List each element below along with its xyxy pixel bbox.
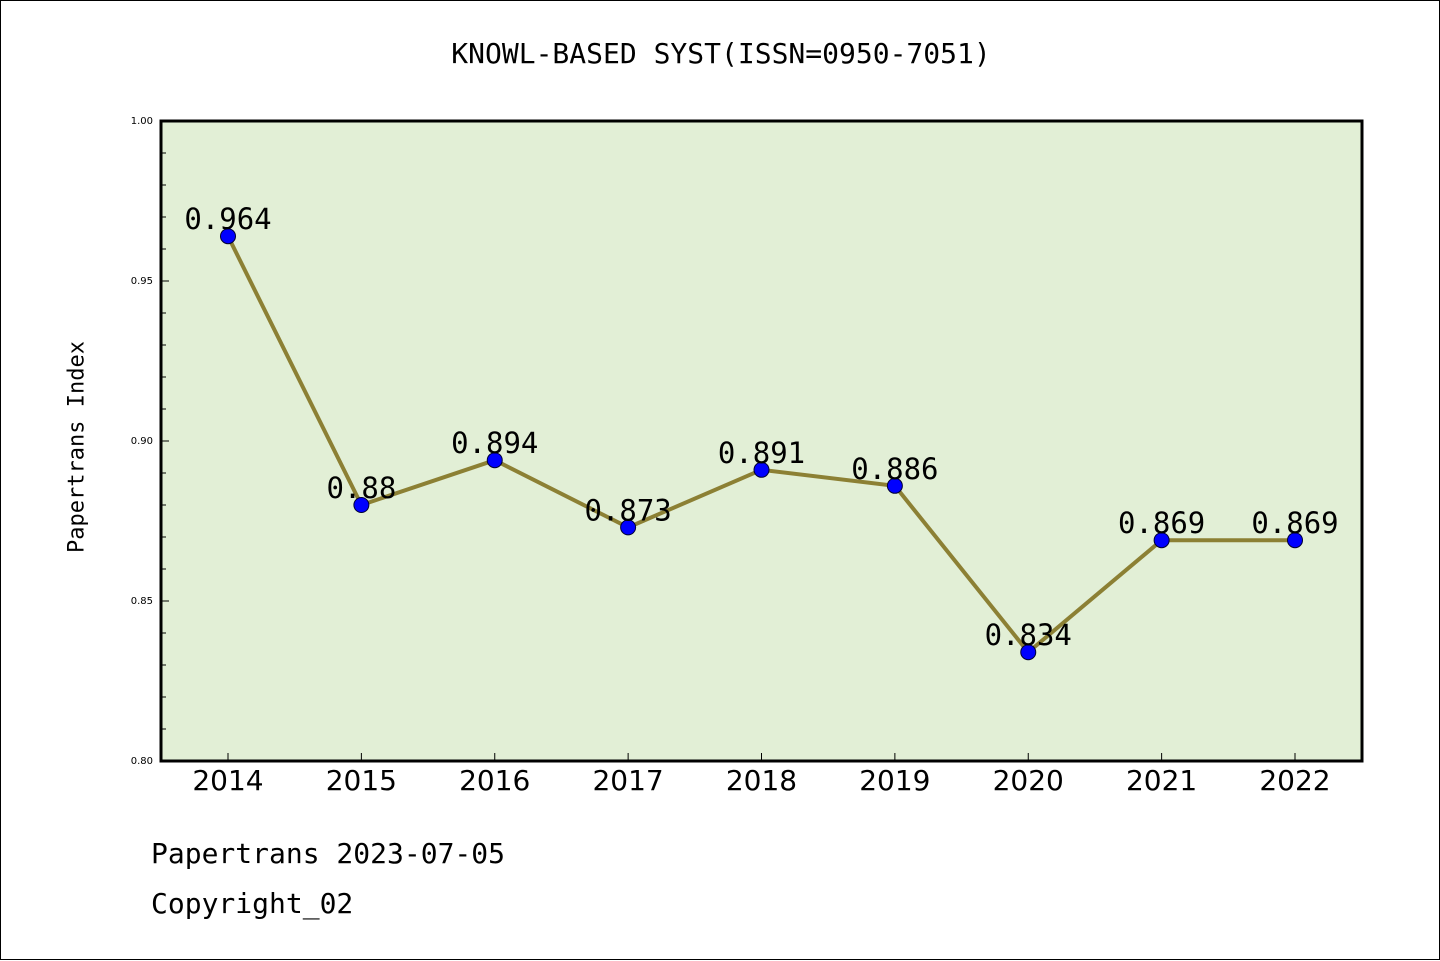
data-point (886, 477, 903, 494)
data-label: 0.869 (1251, 506, 1338, 540)
data-label: 0.873 (584, 493, 671, 527)
data-point (620, 519, 637, 536)
y-tick-label: 0.85 (131, 596, 153, 607)
x-tick-label: 2019 (859, 764, 930, 797)
x-tick-label: 2015 (326, 764, 397, 797)
y-tick-label: 0.80 (131, 756, 153, 767)
x-tick-label: 2016 (459, 764, 530, 797)
data-point (1287, 532, 1303, 549)
data-label: 0.886 (851, 452, 938, 486)
y-tick-label: 0.90 (131, 436, 153, 447)
chart-title: KNOWL-BASED SYST(ISSN=0950-7051) (451, 37, 991, 70)
plot-frame (159, 119, 1364, 763)
y-tick-label: 0.95 (131, 276, 153, 287)
data-point (220, 228, 236, 245)
x-tick-label: 2014 (192, 764, 263, 797)
data-point (1020, 644, 1037, 661)
data-label: 0.88 (326, 471, 396, 505)
data-label: 0.894 (451, 426, 538, 460)
data-point (753, 461, 770, 478)
data-label: 0.964 (184, 202, 271, 236)
data-label: 0.891 (718, 436, 805, 470)
data-point (1153, 532, 1170, 549)
x-tick-label: 2021 (1126, 764, 1197, 797)
data-point (353, 497, 370, 513)
y-tick-label: 1.00 (131, 116, 153, 127)
x-tick-label: 2020 (993, 764, 1064, 797)
x-tick-label: 2018 (726, 764, 797, 797)
footer-date: Papertrans 2023-07-05 (151, 837, 506, 870)
data-label: 0.869 (1118, 506, 1205, 540)
x-tick-label: 2022 (1259, 764, 1330, 797)
data-point (486, 452, 503, 469)
data-label: 0.834 (985, 618, 1072, 652)
x-tick-label: 2017 (592, 764, 663, 797)
footer-copyright: Copyright_02 (151, 887, 354, 920)
plot-area (161, 121, 1362, 761)
